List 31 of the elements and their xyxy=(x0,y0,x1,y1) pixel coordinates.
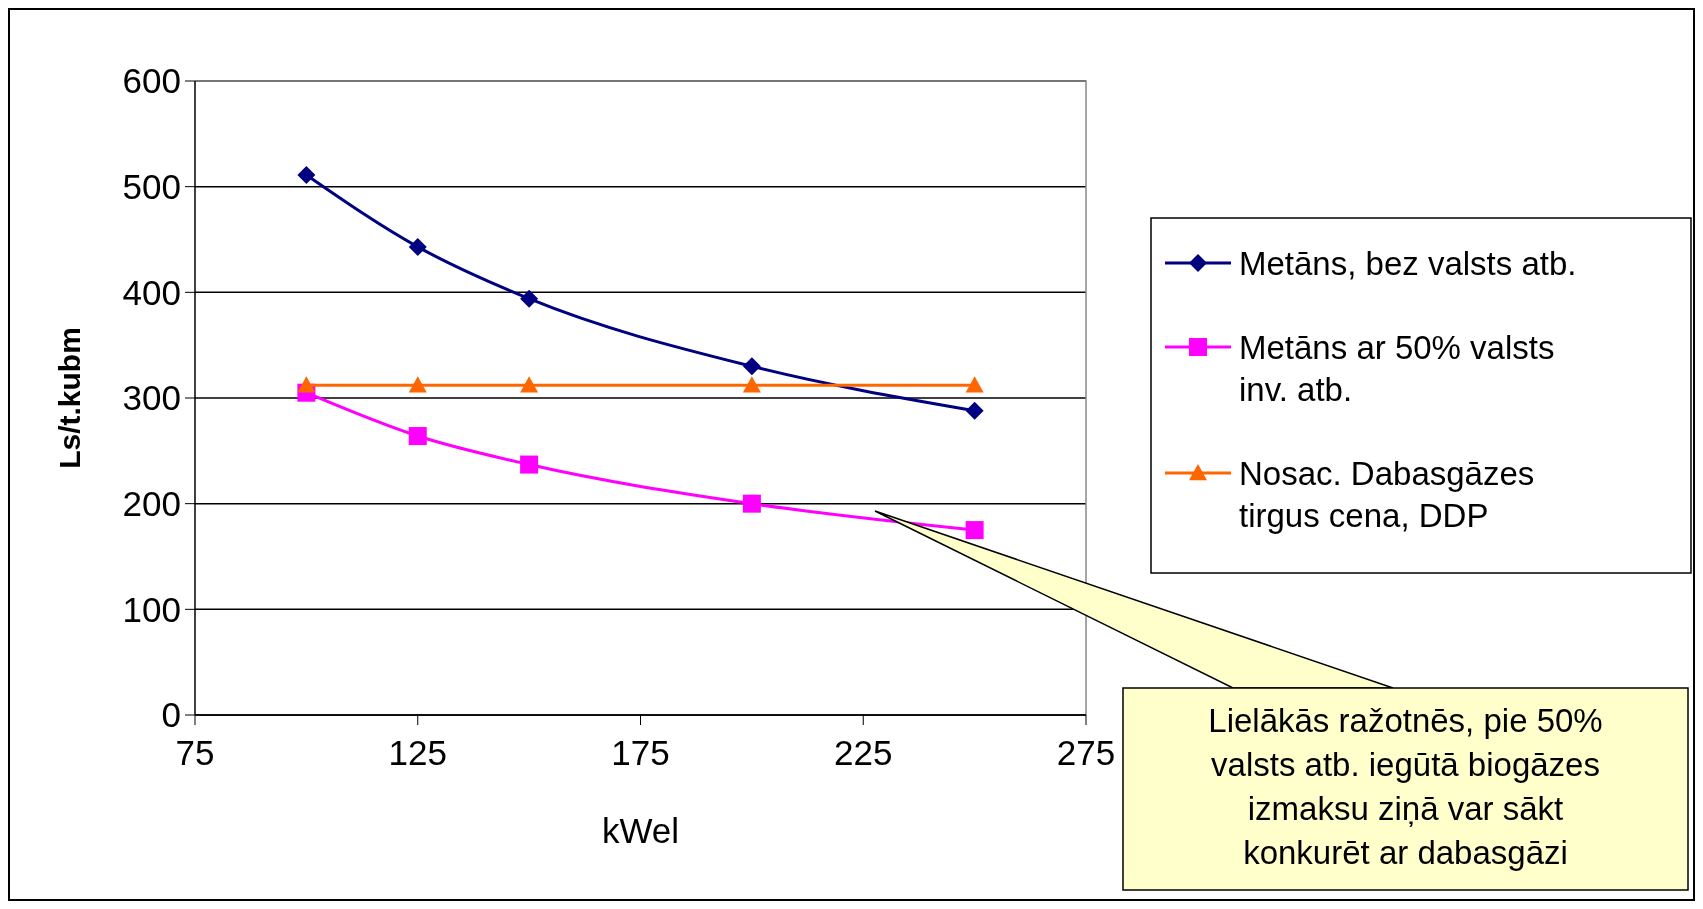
point xyxy=(965,376,984,393)
point xyxy=(965,521,984,540)
y-tick-label: 400 xyxy=(122,272,181,312)
x-tick-label: 125 xyxy=(388,733,447,772)
point xyxy=(408,237,427,256)
x-tick-label: 225 xyxy=(834,733,893,772)
legend-label: Metāns, bez valsts atb. xyxy=(1239,244,1577,282)
y-tick-label: 0 xyxy=(161,695,181,735)
point xyxy=(965,401,984,420)
x-axis-title: kWel xyxy=(601,811,680,850)
point xyxy=(297,376,316,393)
y-axis-title: Ls/t.kubm xyxy=(53,327,86,469)
point xyxy=(408,427,427,446)
legend-label: Metāns ar 50% valsts inv. atb. xyxy=(1239,328,1555,408)
y-tick-label: 200 xyxy=(122,483,181,523)
legend-label: Nosac. Dabasgāzes tirgus cena, DDP xyxy=(1239,454,1535,534)
point xyxy=(742,494,761,513)
point xyxy=(520,455,539,474)
point xyxy=(520,376,539,393)
y-tick-label: 100 xyxy=(122,589,181,629)
point xyxy=(742,376,761,393)
point xyxy=(297,166,316,185)
point xyxy=(742,357,761,376)
point xyxy=(408,376,427,393)
point xyxy=(520,289,539,308)
x-tick-label: 275 xyxy=(1056,733,1116,772)
x-tick-label: 75 xyxy=(175,733,215,772)
x-tick-label: 175 xyxy=(611,733,670,772)
y-tick-label: 500 xyxy=(122,166,181,206)
y-tick-label: 600 xyxy=(122,61,181,101)
y-tick-label: 300 xyxy=(122,378,181,418)
